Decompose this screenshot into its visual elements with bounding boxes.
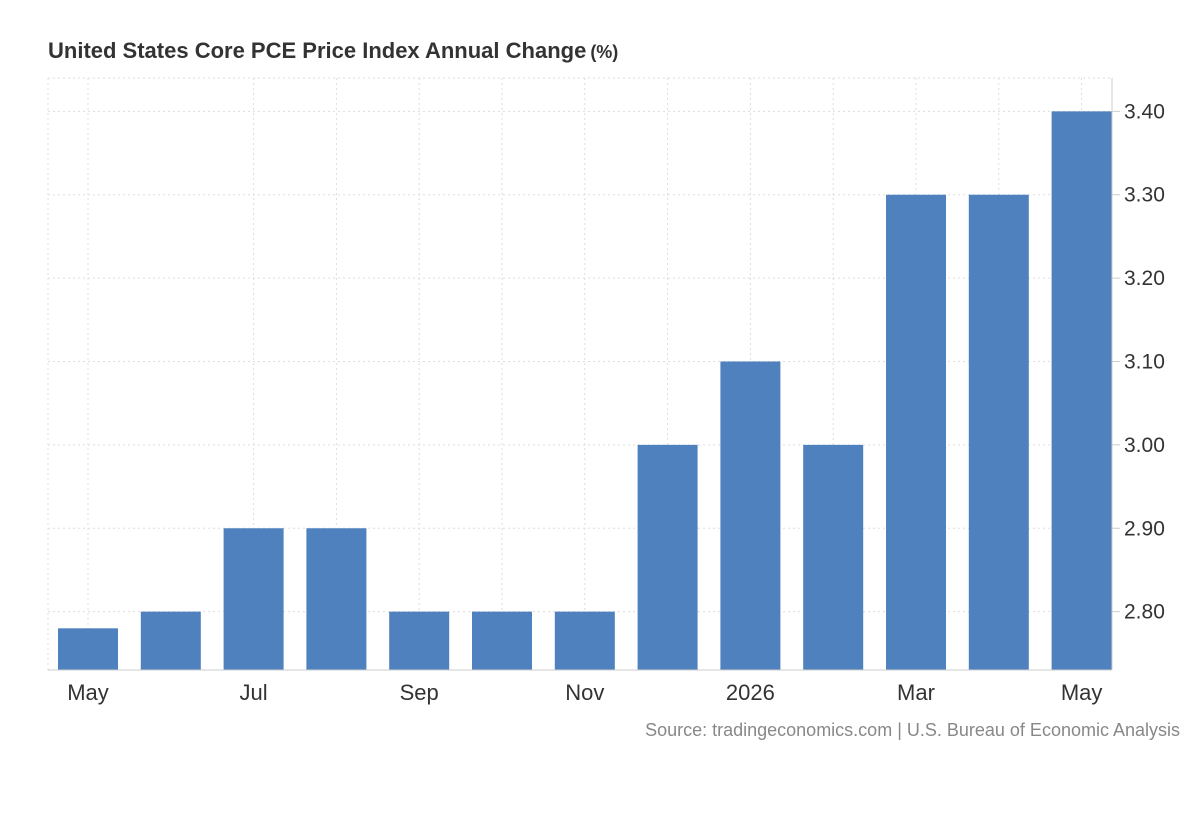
- x-tick-label: May: [67, 680, 109, 705]
- chart-title-text: United States Core PCE Price Index Annua…: [48, 38, 587, 63]
- y-tick-label: 3.30: [1124, 184, 1165, 207]
- bar: [968, 194, 1029, 670]
- y-tick-label: 2.80: [1124, 601, 1165, 624]
- bar: [720, 361, 781, 670]
- grid-lines: [47, 77, 1112, 670]
- bar: [389, 611, 450, 670]
- bar: [554, 611, 615, 670]
- bar: [140, 611, 201, 670]
- x-tick-label: Mar: [897, 680, 935, 705]
- chart-source: Source: tradingeconomics.com | U.S. Bure…: [645, 720, 1180, 740]
- y-tick-label: 3.20: [1124, 267, 1165, 290]
- bar: [223, 528, 284, 670]
- y-tick-label: 3.10: [1124, 350, 1165, 373]
- x-tick-label: May: [1061, 680, 1103, 705]
- x-tick-label: Jul: [240, 680, 268, 705]
- x-tick-labels: May Jul Sep Nov 2026 Mar May: [67, 680, 1102, 705]
- bar: [306, 528, 367, 670]
- x-tick-label: Sep: [400, 680, 439, 705]
- bar: [803, 444, 864, 670]
- y-tick-label: 3.00: [1124, 434, 1165, 457]
- bar: [58, 628, 118, 670]
- bar: [472, 611, 532, 670]
- chart-title: United States Core PCE Price Index Annua…: [48, 38, 618, 64]
- bar: [886, 194, 946, 670]
- bar: [1051, 111, 1112, 670]
- y-tick-label: 3.40: [1124, 100, 1165, 123]
- bar: [637, 444, 698, 670]
- y-tick-labels: 2.80 2.90 3.00 3.10 3.20 3.30 3.40: [1124, 100, 1165, 623]
- y-tick-label: 2.90: [1124, 517, 1165, 540]
- chart-title-unit: (%): [590, 42, 619, 62]
- x-tick-label: Nov: [565, 680, 604, 705]
- axes: [48, 78, 1120, 671]
- bars: [58, 111, 1112, 670]
- x-tick-label: 2026: [726, 680, 775, 705]
